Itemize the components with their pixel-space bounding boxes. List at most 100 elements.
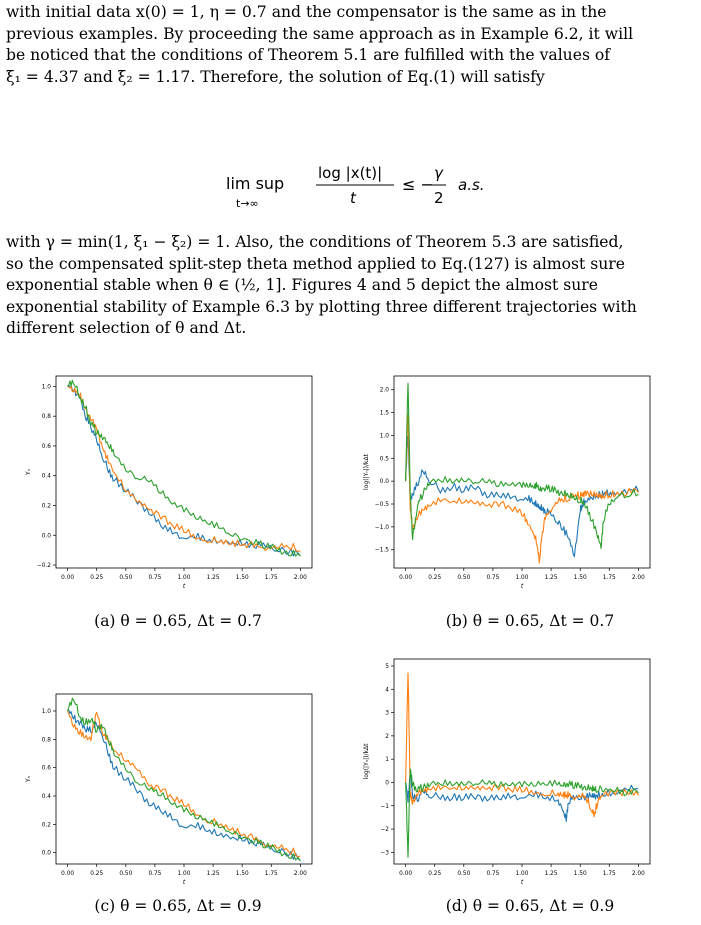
x-tick-label: 2.00 (632, 575, 645, 581)
paragraph-1: with initial data x(0) = 1, η = 0.7 and … (6, 2, 696, 88)
y-tick-label: −2 (380, 827, 389, 833)
x-tick-label: 1.00 (178, 575, 191, 581)
y-axis-label: Yₙ (25, 468, 32, 476)
series-line-orange (67, 385, 301, 553)
series-line-blue (405, 772, 639, 822)
series-line-green (405, 768, 639, 858)
x-tick-label: 1.50 (574, 871, 587, 877)
y-tick-label: 0.4 (42, 794, 52, 800)
x-tick-label: 0.75 (486, 871, 499, 877)
x-tick-label: 0.50 (119, 575, 132, 581)
figure-d-chart: 0.00 0.25 0.50 0.75 1.00 1.25 1.50 1.75 2.00 −3 −2… (363, 658, 651, 886)
x-axis-label: t (521, 879, 524, 886)
x-tick-label: 0.00 (61, 871, 74, 877)
caption-b: (b) θ = 0.65, Δt = 0.7 (445, 612, 615, 630)
x-axis-label: t (521, 583, 524, 590)
y-axis-label: log(|Yₙ|)/kΔt (363, 743, 370, 780)
x-tick-label: 0.25 (90, 871, 103, 877)
y-tick-label: 1.0 (42, 709, 52, 715)
y-tick-label: 0.6 (42, 766, 52, 772)
x-tick-label: 0.50 (119, 871, 132, 877)
x-tick-label: 0.25 (428, 871, 441, 877)
y-tick-label: −0.5 (375, 502, 389, 508)
y-tick-label: −1.5 (375, 548, 389, 554)
text-line: exponential stability of Example 6.3 by … (6, 297, 637, 316)
y-tick-label: 1.0 (42, 384, 52, 390)
series-line-green (67, 379, 301, 557)
x-tick-label: 1.00 (516, 871, 529, 877)
x-tick-label: 0.75 (148, 871, 161, 877)
y-tick-label: 0.6 (42, 444, 52, 450)
y-tick-label: 0.8 (42, 737, 52, 743)
series-group (67, 697, 301, 862)
x-tick-label: 2.00 (294, 871, 307, 877)
y-tick-label: 0.8 (42, 414, 52, 420)
eq-limsup: lim sup (226, 174, 284, 193)
figure-b-chart: 0.00 0.25 0.50 0.75 1.00 1.25 1.50 1.75 2.00 −1.5… (363, 375, 651, 590)
x-tick-label: 0.00 (399, 575, 412, 581)
x-tick-label: 0.00 (61, 575, 74, 581)
y-tick-label: 0.4 (42, 474, 52, 480)
display-equation: lim sup t→∞ log |x(t)| t ≤ − γ 2 a.s. (226, 164, 485, 210)
x-axis-label: t (183, 879, 186, 886)
series-group (67, 379, 301, 557)
text-line: previous examples. By proceeding the sam… (6, 24, 634, 43)
x-tick-label: 1.25 (545, 575, 558, 581)
x-tick-label: 0.75 (486, 575, 499, 581)
caption-a: (a) θ = 0.65, Δt = 0.7 (94, 612, 262, 630)
y-tick-label: 0.2 (42, 822, 52, 828)
x-tick-label: 1.50 (236, 575, 249, 581)
eq-relation: ≤ − (402, 175, 434, 194)
y-tick-label: 3 (385, 711, 389, 717)
eq-sub: t→∞ (236, 197, 259, 210)
series-line-green (405, 382, 639, 550)
eq-numerator: log |x(t)| (318, 164, 382, 182)
series-line-orange (405, 672, 639, 818)
x-tick-label: 0.25 (90, 575, 103, 581)
text-line: exponential stable when θ ∈ (½, 1]. Figu… (6, 276, 598, 295)
x-tick-label: 1.50 (236, 871, 249, 877)
paragraph-2: with γ = min(1, ξ₁ − ξ₂) = 1. Also, the … (6, 232, 696, 340)
y-tick-label: −1 (380, 804, 389, 810)
x-tick-label: 0.25 (428, 575, 441, 581)
eq-as: a.s. (458, 176, 485, 194)
text-line: with γ = min(1, ξ₁ − ξ₂) = 1. Also, the … (6, 233, 624, 251)
text-line: be noticed that the conditions of Theore… (6, 46, 611, 65)
plot-frame (393, 658, 651, 865)
y-tick-label: −0.2 (37, 563, 51, 569)
x-tick-label: 1.75 (265, 871, 278, 877)
x-tick-label: 2.00 (632, 871, 645, 877)
y-tick-label: 0 (385, 780, 389, 786)
eq-gamma: γ (434, 164, 444, 182)
series-line-orange (405, 414, 639, 564)
eq-denominator: t (350, 189, 357, 207)
x-tick-label: 1.50 (574, 575, 587, 581)
text-line: ξ₁ = 4.37 and ξ₂ = 1.17. Therefore, the … (6, 67, 545, 86)
text-line: so the compensated split-step theta meth… (6, 254, 625, 273)
y-axis-label: Yₙ (25, 775, 32, 783)
text-line: with initial data x(0) = 1, η = 0.7 and … (6, 3, 607, 21)
y-tick-label: −1.0 (375, 525, 389, 531)
y-tick-label: 0.0 (380, 479, 390, 485)
y-tick-label: 1.0 (380, 433, 390, 439)
x-tick-label: 0.50 (457, 871, 470, 877)
figure-c-chart: 0.00 0.25 0.50 0.75 1.00 1.25 1.50 1.75 2.00 0.0 0… (25, 693, 313, 886)
x-tick-label: 2.00 (294, 575, 307, 581)
text-line: different selection of θ and Δt. (6, 319, 247, 338)
y-tick-label: 5 (385, 664, 389, 670)
figure-a-chart: 0.00 0.25 0.50 0.75 1.00 1.25 1.50 1.75 2.00 −0.2… (25, 375, 313, 590)
y-tick-label: 2 (385, 734, 389, 740)
plot-frame (393, 375, 651, 569)
y-tick-label: 1 (385, 757, 389, 763)
x-tick-label: 0.50 (457, 575, 470, 581)
y-tick-label: 1.5 (380, 411, 390, 417)
x-axis-label: t (183, 583, 186, 590)
x-tick-label: 1.25 (207, 871, 220, 877)
caption-d: (d) θ = 0.65, Δt = 0.9 (445, 897, 615, 915)
x-tick-label: 1.75 (603, 575, 616, 581)
y-tick-label: 0.0 (42, 533, 52, 539)
plot-frame (55, 693, 313, 865)
x-tick-label: 1.00 (516, 575, 529, 581)
x-tick-label: 0.75 (148, 575, 161, 581)
y-tick-label: 2.0 (380, 388, 390, 394)
